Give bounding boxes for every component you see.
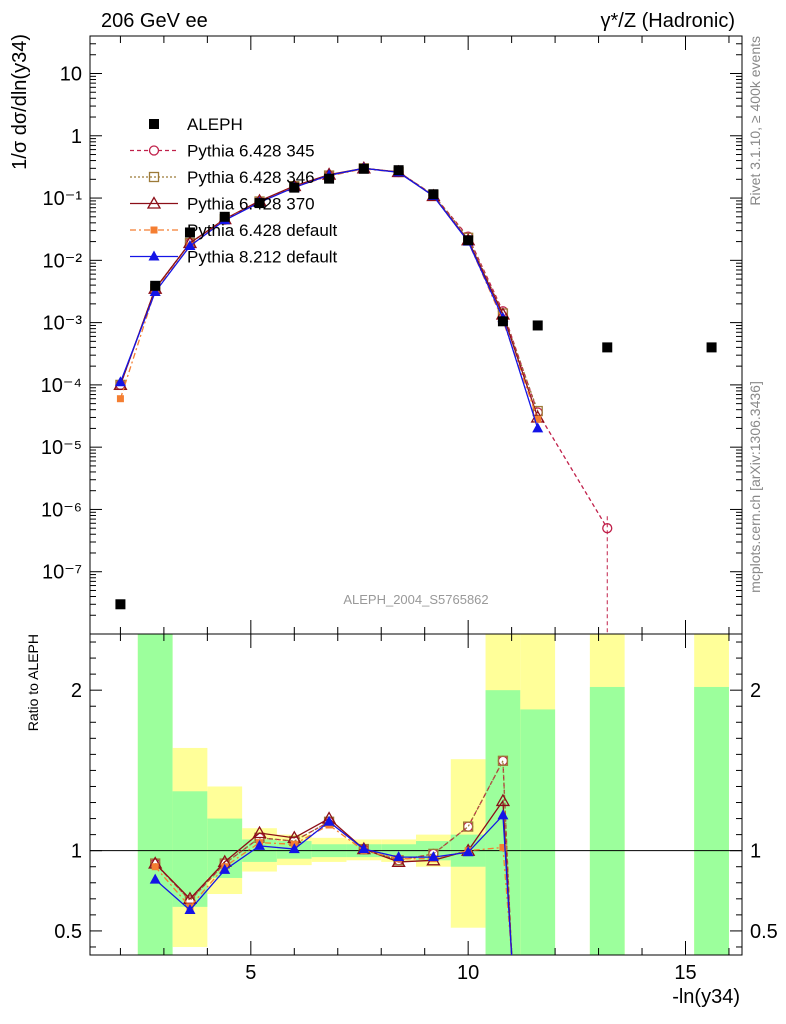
ratio-line	[154, 813, 513, 956]
legend-marker	[148, 250, 160, 261]
x-tick-label: 15	[674, 962, 696, 984]
series-point	[534, 415, 542, 423]
main-plot: 10⁻⁷ 10⁻⁶ 10⁻⁵ 10⁻⁴ 10⁻³ 10⁻² 10⁻¹ 1 10	[41, 35, 743, 635]
legend-label: ALEPH	[187, 115, 243, 134]
legend-label: Pythia 6.428 346	[187, 168, 315, 187]
rivet-version-label: Rivet 3.1.10, ≥ 400k events	[747, 36, 763, 206]
legend-label: Pythia 6.428 default	[187, 221, 338, 240]
y-tick-label: 10⁻³	[43, 313, 83, 335]
x-tick-label: 5	[245, 962, 256, 984]
ratio-point	[495, 793, 511, 807]
ratio-point	[463, 821, 474, 832]
y-tick-label: 10⁻⁴	[41, 375, 82, 397]
ratio-y-tick-label: 2	[750, 680, 761, 702]
ratio-band-green	[520, 709, 556, 955]
series-line	[119, 167, 539, 429]
series-line	[119, 168, 539, 420]
y-tick-label: 10⁻⁷	[42, 562, 82, 584]
ratio-point	[393, 851, 405, 862]
series-line	[119, 167, 539, 412]
data-point	[219, 211, 230, 222]
y-tick-label: 10⁻²	[43, 250, 83, 272]
data-point	[289, 182, 300, 193]
ratio-point	[499, 843, 507, 851]
ratio-plot-frame	[89, 633, 743, 956]
legend-marker	[146, 196, 162, 209]
mcplots-label: mcplots.cern.ch [arXiv:1306.3436]	[747, 381, 763, 593]
series-point	[149, 286, 161, 297]
ratio-point	[149, 873, 161, 884]
x-axis-title: -ln(y34)	[672, 986, 740, 1008]
legend-marker	[148, 145, 160, 156]
ratio-y-tick-label: 0.5	[54, 921, 82, 943]
legend-marker	[150, 226, 158, 234]
y-axis-title-bottom: Ratio to ALEPH	[25, 634, 41, 731]
ratio-point	[358, 843, 370, 854]
ratio-y-tick-label: 2	[71, 680, 82, 702]
legend-label: Pythia 8.212 default	[187, 248, 338, 267]
data-point	[706, 342, 717, 353]
data-point	[254, 198, 265, 209]
ratio-band-green	[172, 791, 208, 907]
ratio-point	[288, 843, 300, 854]
ratio-point	[252, 825, 267, 839]
series-point	[116, 395, 124, 403]
legend-marker	[149, 119, 159, 129]
data-point	[497, 316, 508, 327]
ratio-point	[497, 755, 509, 766]
y-tick-label: 1	[71, 126, 82, 148]
data-point	[150, 280, 161, 291]
y-axis-title-top: 1/σ dσ/dln(y34)	[9, 34, 31, 170]
ratio-point	[184, 904, 196, 915]
ratio-point	[463, 821, 474, 832]
legend-label: Pythia 6.428 345	[187, 142, 315, 161]
series-point	[184, 239, 196, 250]
y-tick-label: 10⁻⁵	[41, 437, 82, 459]
data-point	[463, 235, 474, 246]
ratio-y-tick-label: 1	[71, 841, 82, 863]
ratio-line	[154, 799, 513, 956]
ratio-point	[151, 863, 159, 871]
ratio-point	[323, 815, 335, 826]
legend-marker	[148, 171, 160, 183]
ratio-plot: 0.5 0.5 1 1 2 2 5 10 15	[54, 633, 778, 984]
legend-label: Pythia 6.428 370	[187, 195, 315, 214]
ratio-line	[154, 824, 513, 956]
process-label: γ*/Z (Hadronic)	[601, 10, 735, 32]
series-point	[114, 376, 126, 387]
y-tick-label: 10⁻⁶	[41, 499, 82, 521]
analysis-label: ALEPH_2004_S5765862	[343, 592, 488, 607]
energy-label: 206 GeV ee	[101, 10, 208, 32]
ratio-band-green	[694, 686, 729, 955]
ratio-point	[219, 863, 231, 874]
ratio-y-tick-label: 1	[750, 841, 761, 863]
ratio-band-green	[589, 686, 625, 955]
ratio-point	[427, 851, 439, 862]
ratio-point	[462, 846, 474, 857]
ratio-point	[182, 891, 198, 904]
ratio-y-tick-label: 0.5	[750, 921, 778, 943]
legend: ALEPH Pythia 6.428 345 Pythia 6.428 346 Pyt…	[130, 115, 338, 267]
data-point	[324, 173, 335, 184]
y-tick-label: 10⁻¹	[43, 188, 83, 210]
data-point	[115, 599, 126, 610]
data-point	[428, 189, 439, 200]
data-point	[358, 163, 369, 174]
ratio-point	[497, 809, 509, 820]
ratio-band-green	[137, 634, 173, 955]
data-point	[184, 227, 195, 238]
x-tick-label: 10	[457, 962, 479, 984]
series-line	[119, 167, 539, 418]
data-point	[393, 165, 404, 176]
data-point	[602, 342, 613, 353]
ratio-point	[254, 839, 266, 850]
series-point	[532, 422, 544, 433]
data-point	[532, 320, 543, 331]
y-tick-label: 10	[60, 63, 82, 85]
